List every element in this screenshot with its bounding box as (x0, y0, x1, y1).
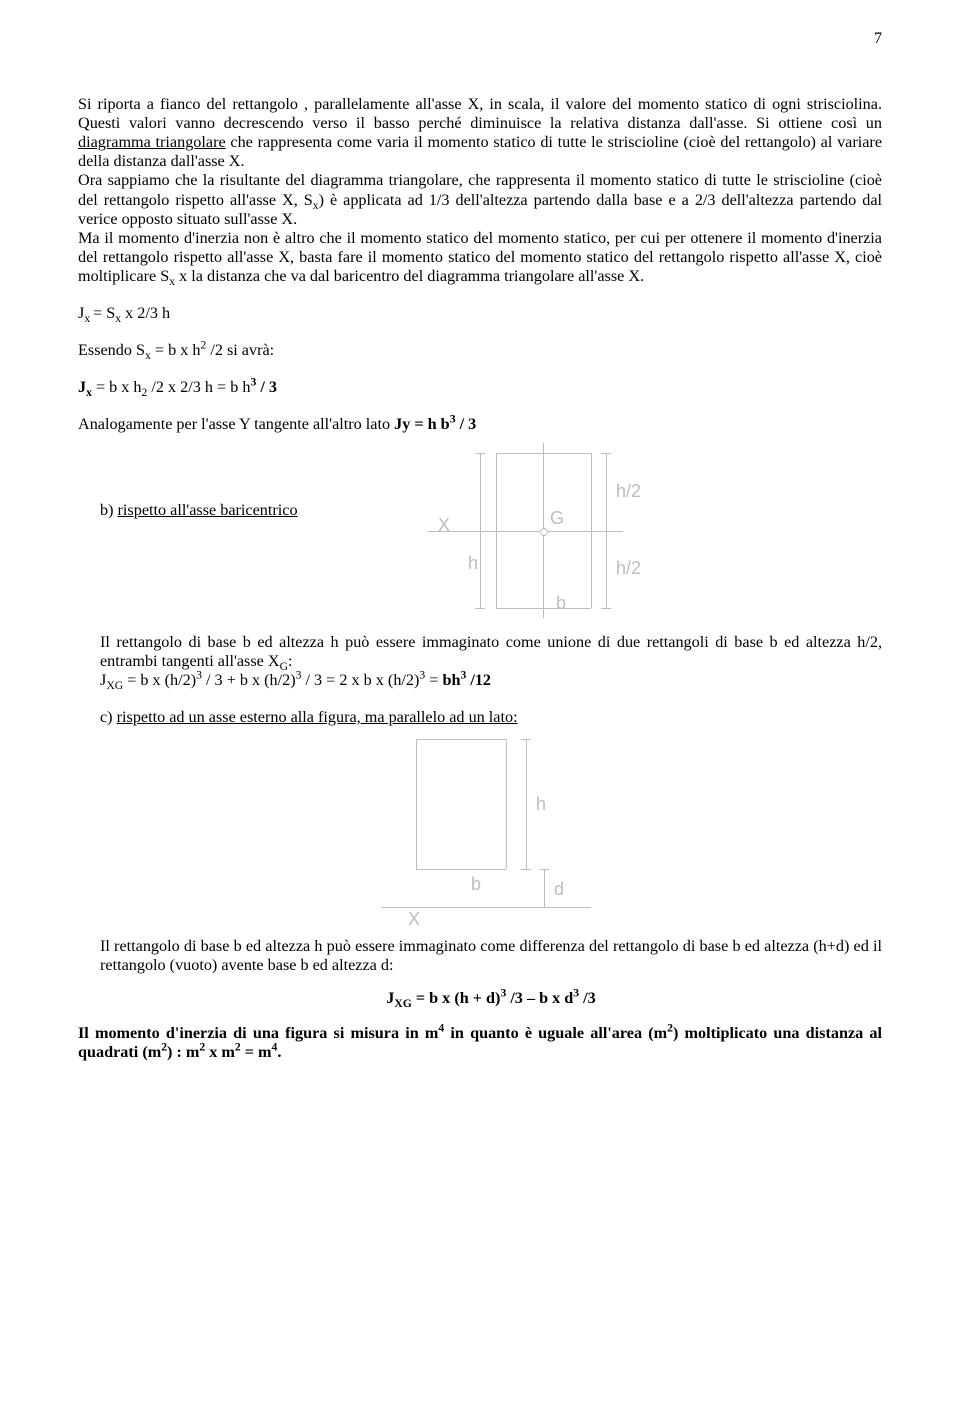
para-5: Il rettangolo di base b ed altezza h può… (100, 633, 882, 671)
content: Si riporta a fianco del rettangolo , par… (78, 95, 882, 1063)
eq1-sub1: x (84, 312, 93, 325)
para1-text-a: Si riporta a fianco del rettangolo , par… (78, 95, 882, 132)
eq4-b: = b x (h/2) (123, 671, 196, 689)
fig2-rect-right (506, 739, 507, 869)
eq1-c: x 2/3 h (121, 304, 170, 322)
fig2-rect-bottom (416, 869, 506, 870)
eq4-c: / 3 + b x (h/2) (202, 671, 296, 689)
fig2-d-tick-top (539, 869, 549, 870)
fig2-label-h: h (536, 794, 546, 815)
fig1-label-x: X (438, 515, 450, 536)
eq2-b: = b x h (151, 341, 201, 359)
fig1-label-h: h (468, 553, 478, 574)
para3-text-b: x la distanza che va dal baricentro del … (175, 267, 644, 285)
para4-c: / 3 (456, 415, 477, 433)
section-b-text: rispetto all'asse baricentrico (118, 501, 298, 519)
fig2-d-guide (544, 869, 545, 907)
equation-5: JXG = b x (h + d)3 /3 – b x d3 /3 (100, 989, 882, 1008)
eq4-sub: XG (106, 679, 123, 692)
para7-d: ) : m (167, 1043, 199, 1061)
page: 7 Si riporta a fianco del rettangolo , p… (0, 0, 960, 1406)
eq3-b: = b x h (92, 378, 142, 396)
para7-e: x m (205, 1043, 235, 1061)
para7-g: . (277, 1043, 281, 1061)
section-b-row: b) rispetto all'asse baricentrico (78, 453, 882, 623)
fig1-left-guide (480, 453, 481, 608)
equation-1: Jx = Sx x 2/3 h (78, 304, 882, 323)
equation-4: JXG = b x (h/2)3 / 3 + b x (h/2)3 / 3 = … (100, 671, 882, 690)
section-b-label: b) rispetto all'asse baricentrico (78, 453, 368, 520)
eq4-d: / 3 = 2 x b x (h/2) (301, 671, 419, 689)
section-c-prefix: c) (100, 708, 117, 726)
eq5-b: = b x (h + d) (412, 989, 501, 1007)
eq3-a: J (78, 378, 86, 396)
eq2-a: Essendo S (78, 341, 145, 359)
section-b-prefix: b) (100, 501, 118, 519)
eq3-c: /2 x 2/3 h = b h (147, 378, 250, 396)
eq5-sub: XG (394, 997, 411, 1010)
eq5-d: /3 (579, 989, 596, 1007)
eq3-d: / 3 (256, 378, 277, 396)
fig1-tick-top (601, 453, 611, 454)
fig1-left-tick-bot (475, 608, 485, 609)
section-c-label: c) rispetto ad un asse esterno alla figu… (100, 708, 882, 727)
fig1-label-b: b (556, 593, 566, 614)
para7-a: Il momento d'inerzia di una figura si mi… (78, 1024, 438, 1042)
eq4-f: /12 (466, 671, 491, 689)
equation-3: Jx = b x h2 /2 x 2/3 h = b h3 / 3 (78, 378, 882, 397)
fig2-label-x: X (408, 909, 420, 930)
fig1-label-h2-bot: h/2 (616, 558, 641, 579)
eq4-e: = (425, 671, 442, 689)
fig1-tick-mid (601, 531, 611, 532)
para-1: Si riporta a fianco del rettangolo , par… (78, 95, 882, 171)
fig2-h-guide (526, 739, 527, 869)
figure-1: X G h b h/2 h/2 (428, 453, 658, 623)
para5-after: : (288, 652, 293, 670)
fig2-rect-left (416, 739, 417, 869)
equation-2: Essendo Sx = b x h2 /2 si avrà: (78, 341, 882, 360)
fig1-x-axis (428, 531, 623, 532)
page-number: 7 (874, 30, 882, 48)
para7-f: = m (241, 1043, 272, 1061)
fig2-label-b: b (471, 874, 481, 895)
fig1-centroid (540, 528, 548, 536)
para-4: Analogamente per l'asse Y tangente all'a… (78, 415, 882, 434)
fig1-label-h2-top: h/2 (616, 481, 641, 502)
fig1-label-g: G (550, 508, 564, 529)
para1-underline: diagramma triangolare (78, 133, 226, 151)
section-c-text: rispetto ad un asse esterno alla figura,… (117, 708, 518, 726)
para-3: Ma il momento d'inerzia non è altro che … (78, 229, 882, 286)
fig2-h-tick-bot (521, 869, 531, 870)
eq5-c: /3 – b x d (506, 989, 573, 1007)
figure-2: X h b d (386, 739, 596, 929)
fig2-x-axis (381, 907, 591, 908)
fig2-d-tick-bot (539, 907, 549, 908)
fig2-h-tick-top (521, 739, 531, 740)
fig1-tick-bot (601, 608, 611, 609)
para4-a: Analogamente per l'asse Y tangente all'a… (78, 415, 394, 433)
fig2-label-d: d (554, 879, 564, 900)
fig2-rect-top (416, 739, 506, 740)
para4-b: Jy = h b (394, 415, 450, 433)
para-2: Ora sappiamo che la risultante del diagr… (78, 171, 882, 228)
para7-b: in quanto è uguale all'area (m (444, 1024, 667, 1042)
eq1-b: = S (93, 304, 115, 322)
fig1-left-tick-top (475, 453, 485, 454)
para5-a: Il rettangolo di base b ed altezza h può… (100, 633, 882, 670)
para-6: Il rettangolo di base b ed altezza h può… (100, 937, 882, 975)
section-b-body: Il rettangolo di base b ed altezza h può… (100, 633, 882, 1009)
eq2-c: /2 si avrà: (206, 341, 274, 359)
eq4-bold: bh (442, 671, 460, 689)
para-7: Il momento d'inerzia di una figura si mi… (78, 1024, 882, 1062)
